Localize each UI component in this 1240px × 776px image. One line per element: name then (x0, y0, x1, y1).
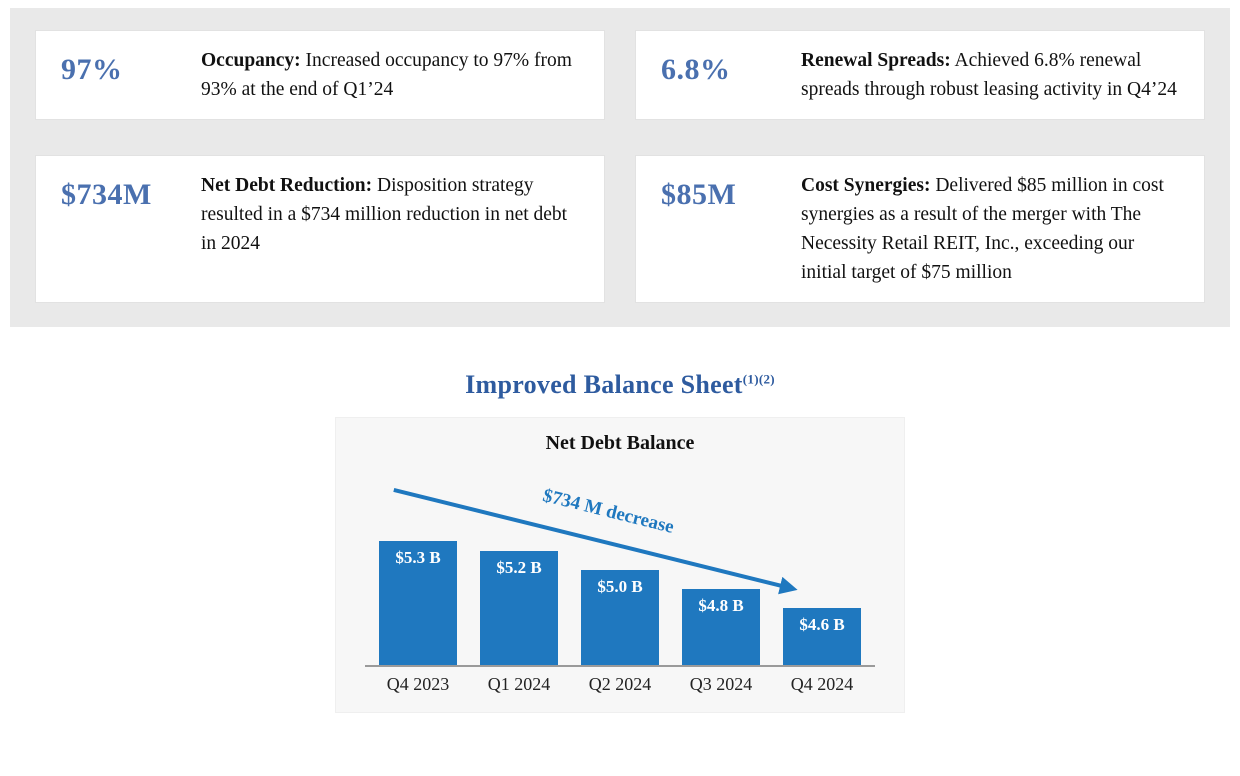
bar-value-label: $4.6 B (799, 615, 845, 634)
kpi-card-occupancy: 97% Occupancy: Increased occupancy to 97… (35, 30, 605, 120)
net-debt-reduction-description: Net Debt Reduction: Disposition strategy… (201, 171, 584, 258)
renewal-spreads-text: Achieved 6.8% renewal spreads through ro… (801, 50, 1177, 100)
x-axis-label: Q4 2023 (386, 674, 450, 694)
occupancy-description: Occupancy: Increased occupancy to 97% fr… (201, 46, 584, 104)
section-title: Improved Balance Sheet(1)(2) (10, 370, 1230, 400)
balance-sheet-section: Improved Balance Sheet(1)(2) Net Debt Ba… (10, 370, 1230, 713)
bar-value-label: $5.2 B (496, 558, 542, 577)
x-axis-labels: Q4 2023 Q1 2024 Q2 2024 Q3 2024 Q4 2024 (336, 674, 904, 695)
bar-q4-2024: $4.6 B (783, 608, 861, 665)
net-debt-reduction-label: Net Debt Reduction: (201, 175, 373, 196)
x-axis-label: Q1 2024 (487, 674, 551, 694)
x-axis-label: Q3 2024 (689, 674, 753, 694)
bar-value-label: $4.8 B (698, 596, 744, 615)
bar-q2-2024: $5.0 B (581, 570, 659, 665)
net-debt-reduction-stat: $734M (61, 178, 152, 211)
x-axis-label: Q2 2024 (588, 674, 652, 694)
section-title-footnote-markers: (1)(2) (742, 371, 775, 387)
renewal-spreads-label: Renewal Spreads: (801, 50, 951, 71)
occupancy-stat: 97% (61, 53, 123, 86)
cost-synergies-label: Cost Synergies: (801, 175, 931, 196)
cost-synergies-stat: $85M (661, 178, 737, 211)
chart-plot-area: $5.3 B $5.2 B $5.0 B $4.8 B $4.6 B $734 M de… (336, 463, 904, 667)
renewal-spreads-description: Renewal Spreads: Achieved 6.8% renewal s… (801, 46, 1184, 104)
net-debt-reduction-text: Disposition strategy resulted in a $734 … (201, 175, 568, 254)
bar-value-label: $5.3 B (395, 548, 441, 567)
net-debt-chart: Net Debt Balance $5.3 B $5.2 B $5.0 B $4.8 … (335, 417, 905, 713)
kpi-section: 97% Occupancy: Increased occupancy to 97… (10, 8, 1230, 327)
bar-q4-2023: $5.3 B (379, 541, 457, 665)
bar-value-label: $5.0 B (597, 577, 643, 596)
kpi-card-net-debt-reduction: $734M Net Debt Reduction: Disposition st… (35, 155, 605, 303)
bars-group: $5.3 B $5.2 B $5.0 B $4.8 B $4.6 B (365, 541, 875, 667)
bar-q3-2024: $4.8 B (682, 589, 760, 665)
kpi-card-cost-synergies: $85M Cost Synergies: Delivered $85 milli… (635, 155, 1205, 303)
slide: 97% Occupancy: Increased occupancy to 97… (10, 8, 1230, 713)
bar-q1-2024: $5.2 B (480, 551, 558, 665)
kpi-grid: 97% Occupancy: Increased occupancy to 97… (35, 30, 1205, 303)
kpi-card-renewal-spreads: 6.8% Renewal Spreads: Achieved 6.8% rene… (635, 30, 1205, 120)
chart-title: Net Debt Balance (545, 432, 695, 454)
section-title-text: Improved Balance Sheet (465, 370, 743, 399)
cost-synergies-text: Delivered $85 million in cost synergies … (801, 175, 1164, 283)
decrease-annotation: $734 M decrease (541, 485, 676, 538)
x-axis-label: Q4 2024 (790, 674, 854, 694)
cost-synergies-description: Cost Synergies: Delivered $85 million in… (801, 171, 1184, 287)
occupancy-label: Occupancy: (201, 50, 301, 71)
renewal-spreads-stat: 6.8% (661, 53, 731, 86)
occupancy-text: Increased occupancy to 97% from 93% at t… (201, 50, 572, 100)
